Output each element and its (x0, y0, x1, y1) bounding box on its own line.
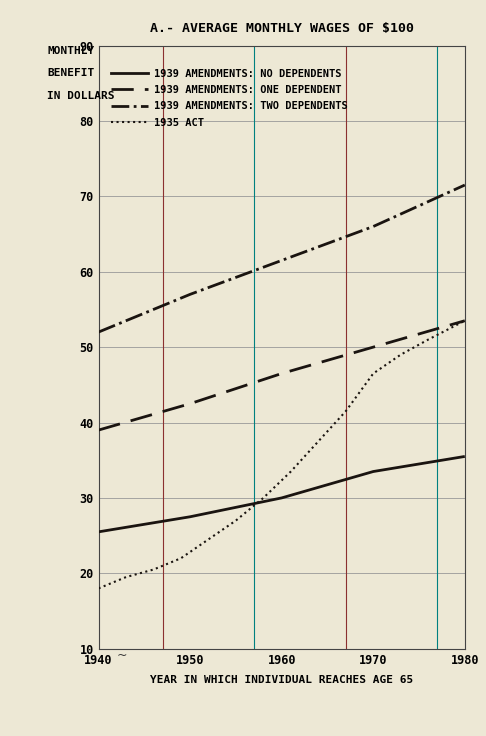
X-axis label: YEAR IN WHICH INDIVIDUAL REACHES AGE 65: YEAR IN WHICH INDIVIDUAL REACHES AGE 65 (150, 675, 413, 685)
Title: A.- AVERAGE MONTHLY WAGES OF $100: A.- AVERAGE MONTHLY WAGES OF $100 (150, 21, 414, 35)
Legend: 1939 AMENDMENTS: NO DEPENDENTS, 1939 AMENDMENTS: ONE DEPENDENT, 1939 AMENDMENTS:: 1939 AMENDMENTS: NO DEPENDENTS, 1939 AME… (111, 69, 347, 127)
Text: MONTHLY: MONTHLY (47, 46, 95, 55)
Text: BENEFIT: BENEFIT (47, 68, 95, 79)
Text: IN DOLLARS: IN DOLLARS (47, 91, 115, 102)
Text: ~: ~ (116, 648, 127, 662)
